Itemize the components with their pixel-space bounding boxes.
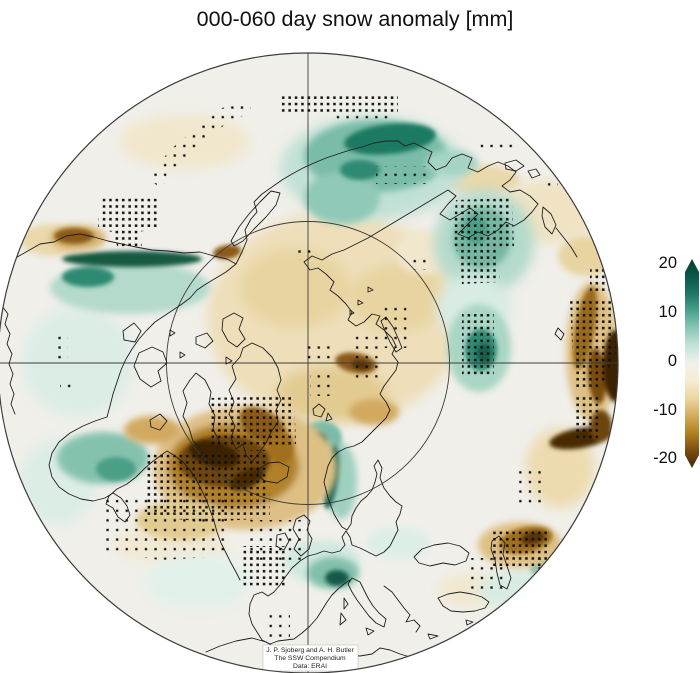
polar-map: J. P. Sjoberg and A. H. Butler The SSW C…	[0, 53, 618, 673]
attribution-data: Data: ERAI	[293, 663, 327, 670]
colorbar-gradient-bar	[685, 259, 699, 468]
colorbar-tick-20: 20	[659, 254, 677, 272]
map-boundary-circle	[0, 52, 619, 673]
colorbar-tick-neg20: -20	[653, 449, 677, 467]
attribution-source: The SSW Compendium	[274, 655, 346, 662]
colorbar-tick-10: 10	[659, 303, 677, 321]
colorbar-tick-neg10: -10	[653, 401, 677, 419]
colorbar-tick-0: 0	[668, 352, 677, 370]
attribution-authors: J. P. Sjoberg and A. H. Butler	[266, 647, 354, 654]
attribution-box: J. P. Sjoberg and A. H. Butler The SSW C…	[262, 644, 359, 672]
colorbar: 20 10 0 -10 -20	[653, 254, 699, 468]
stipple-patches	[52, 94, 616, 638]
figure-title: 000-060 day snow anomaly [mm]	[197, 7, 514, 31]
